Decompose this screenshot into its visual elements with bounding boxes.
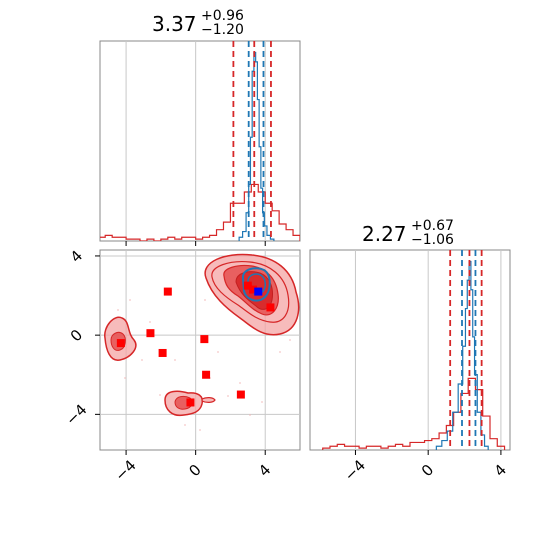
contour-outer-2 bbox=[211, 261, 290, 323]
title-right: 2.27 +0.67 −1.06 bbox=[362, 218, 482, 250]
scatter-point bbox=[158, 348, 167, 357]
x-tick-label: 0 bbox=[418, 461, 437, 480]
title-top: 3.37 +0.96 −1.20 bbox=[152, 8, 272, 40]
scatter-point bbox=[186, 398, 195, 407]
scatter-point bbox=[146, 329, 155, 338]
scatter-point bbox=[266, 303, 275, 312]
panel-frame bbox=[99, 40, 301, 242]
panel-joint bbox=[99, 249, 301, 451]
histogram-series bbox=[238, 51, 275, 241]
x-tick-label: 0 bbox=[185, 461, 204, 480]
blue-contour-outer bbox=[242, 267, 271, 302]
y-tick-label: 4 bbox=[67, 247, 86, 266]
x-tick-label: 4 bbox=[491, 461, 510, 480]
title-top-value: 3.37 bbox=[152, 12, 197, 36]
title-right-plus: +0.67 bbox=[411, 218, 454, 234]
y-tick-label: 0 bbox=[67, 326, 86, 345]
scatter-point bbox=[200, 335, 209, 344]
truth-point bbox=[254, 287, 263, 296]
title-top-plus: +0.96 bbox=[201, 8, 244, 24]
scatter-point bbox=[243, 281, 252, 290]
scatter-point bbox=[163, 287, 172, 296]
x-tick-label: −4 bbox=[341, 456, 369, 484]
x-tick-label: 4 bbox=[255, 461, 274, 480]
title-right-value: 2.27 bbox=[362, 222, 407, 246]
histogram-series bbox=[435, 260, 489, 450]
title-right-minus: −1.06 bbox=[411, 232, 454, 248]
contour-bottom-small bbox=[201, 397, 216, 403]
panel-marginal-x bbox=[99, 40, 301, 242]
scatter-point bbox=[236, 390, 245, 399]
scatter-point bbox=[202, 370, 211, 379]
x-tick-label: −4 bbox=[111, 456, 139, 484]
histogram-series bbox=[322, 377, 506, 450]
scatter-point bbox=[249, 285, 258, 294]
y-tick-label: −4 bbox=[62, 401, 90, 429]
panel-marginal-y bbox=[309, 249, 511, 451]
scatter-point bbox=[116, 339, 125, 348]
scatter-cloud bbox=[117, 299, 291, 431]
title-top-minus: −1.20 bbox=[201, 22, 244, 38]
panel-frame bbox=[309, 249, 511, 451]
